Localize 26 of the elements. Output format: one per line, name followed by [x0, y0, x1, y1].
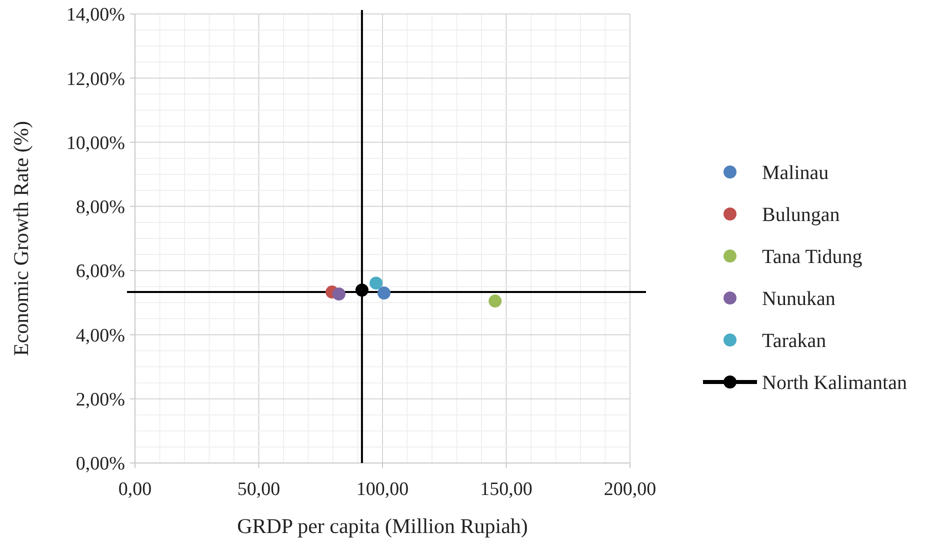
x-tick-label: 50,00 — [237, 479, 280, 500]
point — [355, 284, 368, 297]
y-tick-label: 2,00% — [76, 390, 126, 411]
y-tick-label: 8,00% — [76, 197, 126, 218]
legend-label: North Kalimantan — [762, 372, 907, 394]
point — [370, 276, 383, 290]
x-tick-label: 150,00 — [480, 479, 532, 500]
y-tick-label: 6,00% — [76, 261, 126, 282]
y-tick-label: 12,00% — [66, 68, 126, 90]
x-tick-label: 0,00 — [118, 479, 152, 500]
legend-label: Tarakan — [762, 330, 826, 352]
point — [332, 287, 346, 300]
point — [377, 286, 390, 300]
y-axis-title: Economic Growth Rate (%) — [9, 120, 33, 356]
legend-label: Malinau — [762, 162, 829, 184]
y-tick-label: 0,00% — [76, 454, 126, 475]
x-tick-label: 100,00 — [356, 479, 409, 500]
legend-label: Tana Tidung — [762, 246, 862, 268]
x-axis-title: GRDP per capita (Million Rupiah) — [237, 514, 528, 538]
legend-label: Bulungan — [762, 204, 840, 226]
legend-label: Nunukan — [762, 288, 836, 310]
y-tick-label: 14,00% — [66, 4, 126, 26]
point — [488, 294, 502, 308]
x-tick-label: 200,00 — [604, 479, 656, 500]
y-tick-label: 4,00% — [76, 325, 126, 346]
y-tick-label: 10,00% — [66, 132, 126, 154]
